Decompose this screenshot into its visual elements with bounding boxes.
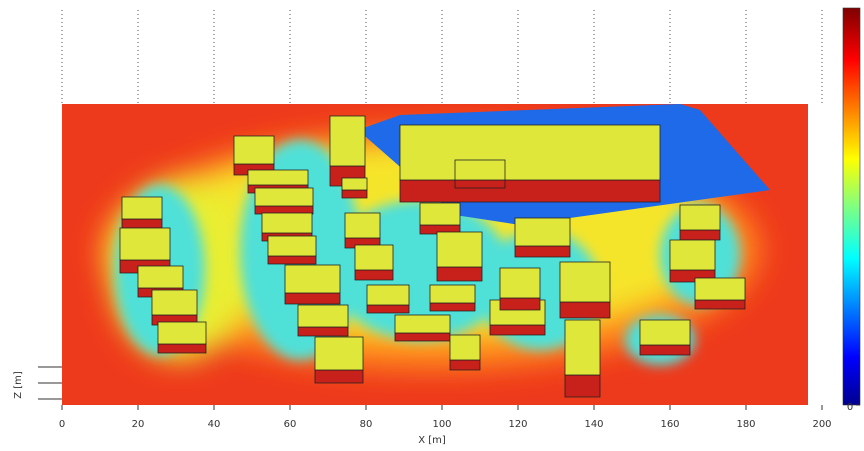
building-front: [314, 369, 364, 384]
x-tick-label: 100: [432, 419, 451, 430]
building-front: [341, 189, 368, 199]
building-roof: [419, 202, 461, 226]
building-roof: [344, 212, 381, 239]
building-front: [449, 359, 481, 371]
field-map: [62, 104, 808, 405]
building-front: [436, 266, 483, 282]
building-front: [267, 255, 317, 265]
building-roof: [436, 231, 483, 268]
building-front: [297, 326, 349, 337]
building-roof: [394, 314, 451, 334]
building-roof: [454, 159, 506, 181]
x-tick-label: 140: [584, 419, 603, 430]
building-roof: [694, 277, 746, 301]
x-axis-label: X [m]: [418, 435, 446, 446]
building-roof: [559, 261, 611, 303]
building-front: [394, 332, 451, 342]
building-front: [454, 179, 506, 189]
building-roof: [499, 267, 541, 299]
colorbar: [842, 7, 861, 406]
building-front: [121, 218, 163, 229]
building-front: [354, 269, 394, 281]
building-roof: [121, 196, 163, 220]
x-tick-label: 200: [812, 419, 831, 430]
building-roof: [669, 239, 716, 271]
building-roof: [157, 321, 207, 345]
building-front: [489, 324, 546, 336]
building-front: [499, 297, 541, 311]
building-roof: [119, 227, 171, 261]
building-roof: [233, 135, 275, 165]
building-front: [399, 179, 661, 203]
building-roof: [267, 235, 317, 257]
building-front: [559, 301, 611, 319]
x-tick-label: 160: [660, 419, 679, 430]
building-roof: [261, 212, 313, 234]
building-roof: [284, 264, 341, 294]
building-roof: [254, 187, 314, 207]
building-roof: [247, 169, 309, 186]
building-roof: [679, 204, 721, 231]
x-tick-label: 40: [208, 419, 221, 430]
building-roof: [314, 336, 364, 371]
building-front: [366, 304, 410, 314]
building-front: [514, 245, 571, 258]
building-front: [679, 229, 721, 241]
building-roof: [564, 319, 601, 376]
building-roof: [639, 319, 691, 346]
building-roof: [429, 284, 476, 304]
building-roof: [137, 265, 184, 289]
x-tick-label: 120: [508, 419, 527, 430]
x-tick-label: 20: [132, 419, 145, 430]
building-roof: [354, 244, 394, 271]
x-tick-label: 60: [284, 419, 297, 430]
x-tick-label: 180: [736, 419, 755, 430]
building-front: [429, 302, 476, 312]
building-roof: [514, 217, 571, 247]
building-front: [157, 343, 207, 354]
building-roof: [151, 289, 198, 316]
building-roof: [399, 124, 661, 181]
building-roof: [329, 115, 366, 167]
building-roof: [449, 334, 481, 361]
building-roof: [297, 304, 349, 328]
building-front: [639, 344, 691, 356]
x-tick-label: 0: [59, 419, 65, 430]
building-front: [564, 374, 601, 398]
y-axis-label: Z [m]: [13, 371, 24, 399]
colorbar-tick-label: 0: [847, 402, 853, 413]
building-roof: [341, 177, 368, 191]
x-tick-label: 80: [360, 419, 373, 430]
building-roof: [366, 284, 410, 306]
building-front: [694, 299, 746, 310]
building-front: [284, 292, 341, 305]
